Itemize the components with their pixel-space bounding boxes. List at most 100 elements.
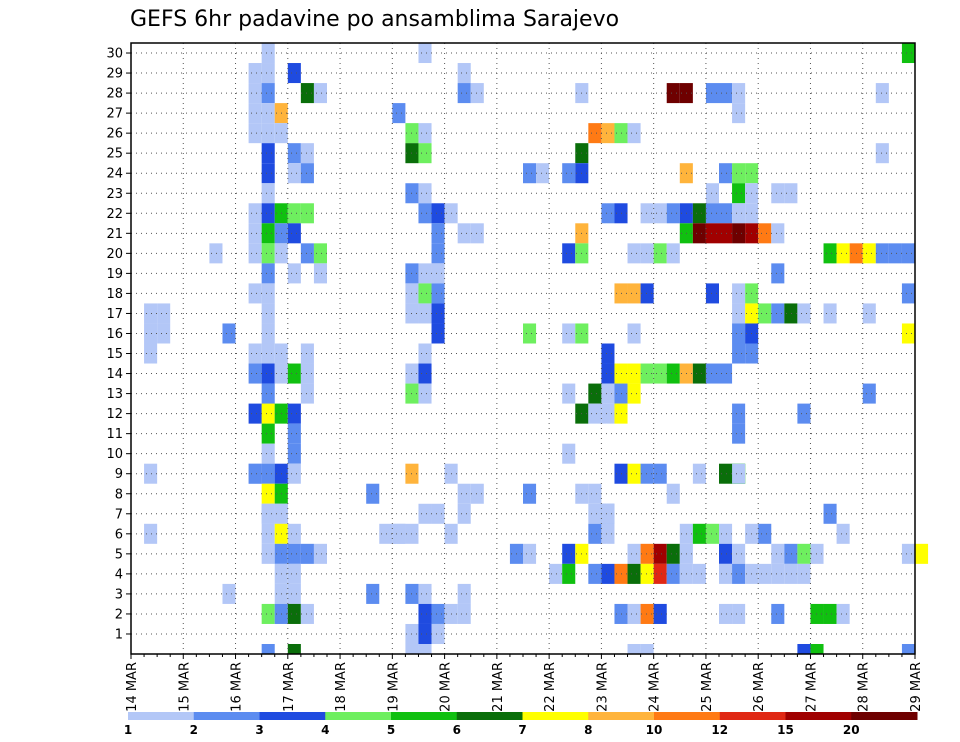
x-tick-label: 26 MAR [752,662,767,712]
x-tick-label: 19 MAR [386,662,401,712]
heatmap-cell [523,483,537,504]
heatmap-cell [627,603,641,624]
heatmap-cell [523,543,537,564]
heatmap-cell [418,383,432,404]
heatmap-cell [287,443,301,464]
heatmap-cell [601,503,615,524]
heatmap-cell [457,63,471,84]
heatmap-cell [470,483,484,504]
heatmap-cell [261,603,275,624]
heatmap-cell [915,543,929,564]
heatmap-cell [261,243,275,264]
heatmap-cell [771,183,785,204]
heatmap-cell [901,644,915,654]
heatmap-cell [248,363,262,384]
heatmap-cell [784,183,798,204]
y-tick-label: 9 [115,467,123,482]
heatmap-cell [248,223,262,244]
heatmap-cell [418,623,432,644]
heatmap-cell [640,463,654,484]
heatmap-cell [144,463,158,484]
heatmap-cell [810,543,824,564]
heatmap-cell [627,363,641,384]
heatmap-cell [248,283,262,304]
heatmap-cell [666,243,680,264]
legend-label: 10 [646,723,663,737]
heatmap-cell [771,603,785,624]
heatmap-cell [797,543,811,564]
heatmap-cell [640,644,654,654]
heatmap-cell [287,203,301,224]
heatmap-cell [287,523,301,544]
heatmap-cell [732,423,746,444]
heatmap-cell [875,143,889,164]
heatmap-cell [431,323,445,344]
heatmap-cell [627,323,641,344]
heatmap-cell [287,63,301,84]
heatmap-cell [666,563,680,584]
legend-swatch [259,712,326,720]
heatmap-cell [588,503,602,524]
heatmap-cell [732,303,746,324]
heatmap-cell [719,523,733,544]
heatmap-cell [758,523,772,544]
heatmap-cell [313,83,327,104]
heatmap-cell [719,363,733,384]
heatmap-cell [261,163,275,184]
y-tick-label: 4 [115,567,123,582]
heatmap-cell [418,363,432,384]
legend-swatch [851,712,918,720]
y-tick-label: 27 [106,107,123,122]
heatmap-cell [261,503,275,524]
heatmap-cell [666,83,680,104]
heatmap-cell [823,603,837,624]
legend-swatch [193,712,260,720]
heatmap-cell [418,123,432,144]
heatmap-cell [562,383,576,404]
heatmap-cell [640,563,654,584]
y-tick-label: 5 [115,547,123,562]
legend-label: 8 [584,723,592,737]
heatmap-cell [705,363,719,384]
heatmap-cell [144,303,158,324]
heatmap-cell [261,403,275,424]
heatmap-cell [732,323,746,344]
heatmap-cell [732,183,746,204]
legend-swatch [719,712,786,720]
heatmap-cell [705,183,719,204]
heatmap-cell [222,323,236,344]
x-tick-label: 25 MAR [700,662,715,712]
x-tick-label: 23 MAR [595,662,610,712]
y-tick-label: 18 [106,287,123,302]
heatmap-cell [627,644,641,654]
heatmap-cell [732,463,746,484]
heatmap-cell [640,243,654,264]
heatmap-cell [653,563,667,584]
color-legend: 1 2 3 4 5 6 7 8 10 12 15 20 [124,712,918,737]
legend-label: 6 [453,723,461,737]
heatmap-cell [601,523,615,544]
heatmap-cell [601,343,615,364]
heatmap-cell [313,543,327,564]
heatmap-cell [862,303,876,324]
heatmap-cell [261,543,275,564]
grid-lines [131,43,916,654]
heatmap-cell [627,243,641,264]
heatmap-cell [431,303,445,324]
y-tick-label: 20 [106,247,123,262]
legend-label: 12 [711,723,728,737]
heatmap-cell [771,303,785,324]
heatmap-cell [248,123,262,144]
heatmap-cell [431,263,445,284]
heatmap-cell [261,103,275,124]
legend-swatch [522,712,589,720]
heatmap-cell [287,463,301,484]
heatmap-cell [875,83,889,104]
heatmap-cell [248,403,262,424]
heatmap-cell [457,603,471,624]
heatmap-cell [287,223,301,244]
x-tick-label: 29 MAR [909,662,924,712]
heatmap-cell [431,623,445,644]
heatmap-cell [261,323,275,344]
x-tick-label: 17 MAR [282,662,297,712]
